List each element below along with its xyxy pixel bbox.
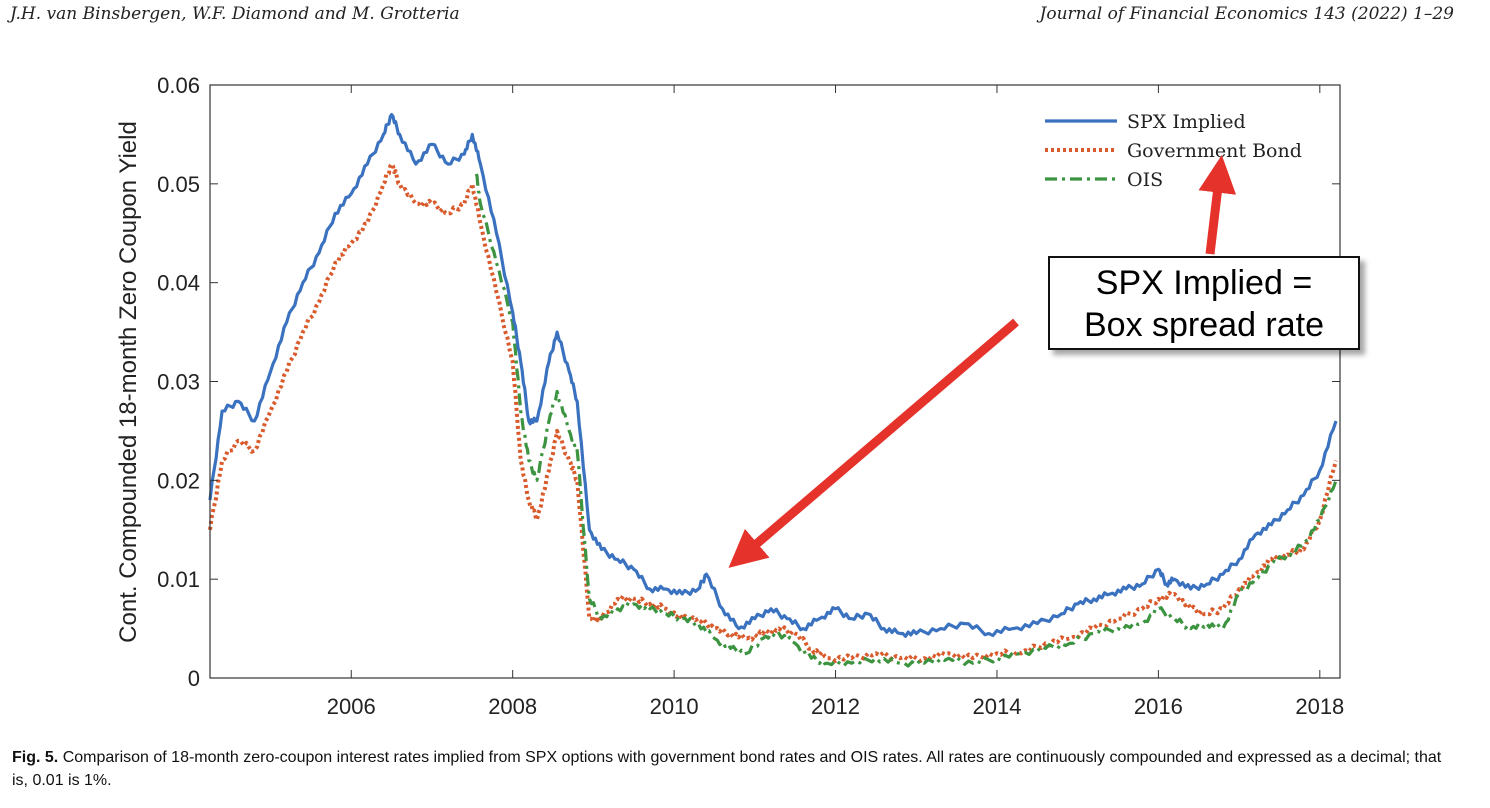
callout-line-2: Box spread rate [1083,306,1325,344]
annotation-arrows [728,154,1237,568]
y-tick-label: 0.04 [157,271,200,296]
chart-figure: 0 0.01 0.02 0.03 0.04 0.05 0.06 2006 2008 2010 201… [115,73,1344,719]
series-line-dotted [208,162,1338,663]
x-tick-label: 2014 [972,694,1021,719]
callout-line-1: SPX Implied = [1095,264,1313,302]
legend: SPX Implied Government Bond OIS [1045,111,1302,191]
y-tick-label: 0 [188,666,200,691]
plot-frame [209,84,1341,679]
running-head-authors: J.H. van Binsbergen, W.F. Diamond and M.… [10,4,460,24]
caption-label: Fig. 5. [12,749,59,766]
legend-label: SPX Implied [1127,111,1246,133]
caption-text: Comparison of 18-month zero-coupon inter… [12,749,1442,789]
x-tick-label: 2018 [1295,694,1344,719]
plot-area [208,113,1338,668]
x-tick-label: 2016 [1134,694,1183,719]
y-axis-label: Cont. Compounded 18-month Zero Coupon Yi… [115,121,142,643]
y-tick-label: 0.01 [157,567,200,592]
y-tick-label: 0.05 [157,172,200,197]
y-tick-label: 0.02 [157,468,200,493]
figure-caption: Fig. 5. Comparison of 18-month zero-coup… [12,746,1452,792]
arrow-to-spx-line [728,318,1019,568]
axes: 0 0.01 0.02 0.03 0.04 0.05 0.06 2006 2008 2010 201… [157,73,1344,719]
series-line-dashdot [474,173,1338,668]
arrow-to-legend [1198,154,1237,255]
legend-label: OIS [1127,169,1163,191]
y-tick-label: 0.06 [157,73,200,98]
annotation-callout-box: SPX Implied = Box spread rate [1048,256,1360,350]
x-tick-label: 2010 [650,694,699,719]
x-tick-label: 2006 [327,694,376,719]
x-tick-label: 2008 [488,694,537,719]
running-head-journal: Journal of Financial Economics 143 (2022… [1039,4,1454,24]
legend-label: Government Bond [1127,140,1302,162]
y-tick-label: 0.03 [157,370,200,395]
series-line-solid [208,113,1338,638]
x-tick-label: 2012 [811,694,860,719]
